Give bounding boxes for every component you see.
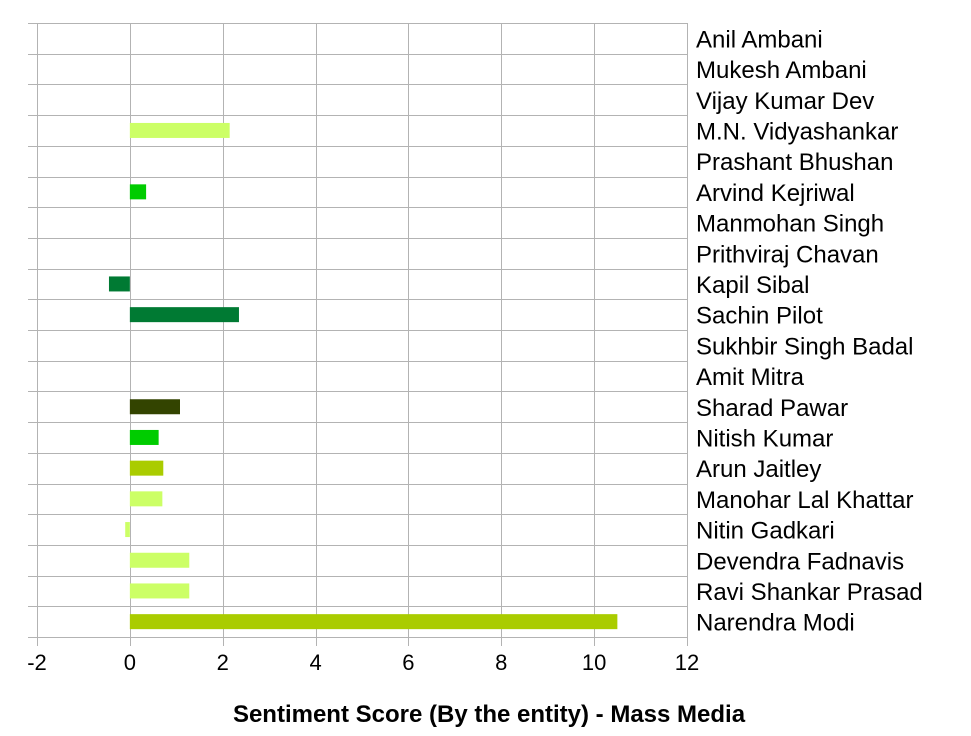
category-label: Arvind Kejriwal <box>696 180 855 207</box>
category-label: Manohar Lal Khattar <box>696 487 913 514</box>
category-label: Arun Jaitley <box>696 456 821 483</box>
bar <box>125 522 130 538</box>
category-label: Amit Mitra <box>696 364 805 391</box>
category-label: Nitin Gadkari <box>696 518 835 545</box>
category-label: Narendra Modi <box>696 610 855 637</box>
category-label: Manmohan Singh <box>696 211 884 238</box>
x-axis-title: Sentiment Score (By the entity) - Mass M… <box>233 701 746 728</box>
bar <box>129 614 618 630</box>
x-tick-label: 8 <box>495 650 507 675</box>
category-label: Prashant Bhushan <box>696 149 893 176</box>
x-tick-label: 2 <box>217 650 229 675</box>
category-label: Devendra Fadnavis <box>696 548 904 575</box>
bar <box>129 184 147 200</box>
bar <box>129 491 163 507</box>
x-tick-label: 12 <box>675 650 699 675</box>
category-label: Prithviraj Chavan <box>696 241 879 268</box>
bar <box>108 276 130 292</box>
category-label: Sachin Pilot <box>696 303 823 330</box>
x-tick-labels: -2 0 2 4 6 8 10 12 <box>27 650 699 675</box>
category-label: Ravi Shankar Prasad <box>696 579 923 606</box>
category-label: M.N. Vidyashankar <box>696 118 898 145</box>
bar <box>129 460 164 476</box>
category-labels: Anil Ambani Mukesh Ambani Vijay Kumar Dev M… <box>696 26 923 636</box>
category-label: Sukhbir Singh Badal <box>696 333 913 360</box>
bars <box>108 122 618 630</box>
category-label: Sharad Pawar <box>696 395 848 422</box>
x-tick-label: -2 <box>27 650 47 675</box>
bar <box>129 122 230 138</box>
bar <box>129 307 239 323</box>
category-label: Mukesh Ambani <box>696 57 867 84</box>
category-label: Vijay Kumar Dev <box>696 88 874 115</box>
category-label: Kapil Sibal <box>696 272 809 299</box>
category-label: Anil Ambani <box>696 26 823 53</box>
x-tick-label: 0 <box>124 650 136 675</box>
x-tick-label: 6 <box>402 650 414 675</box>
bar <box>129 399 180 415</box>
x-tick-label: 10 <box>582 650 606 675</box>
x-tick-label: 4 <box>309 650 321 675</box>
bar <box>129 583 190 599</box>
bar <box>129 552 190 568</box>
grid-lines <box>28 23 688 646</box>
category-label: Nitish Kumar <box>696 425 833 452</box>
bar <box>129 429 159 445</box>
